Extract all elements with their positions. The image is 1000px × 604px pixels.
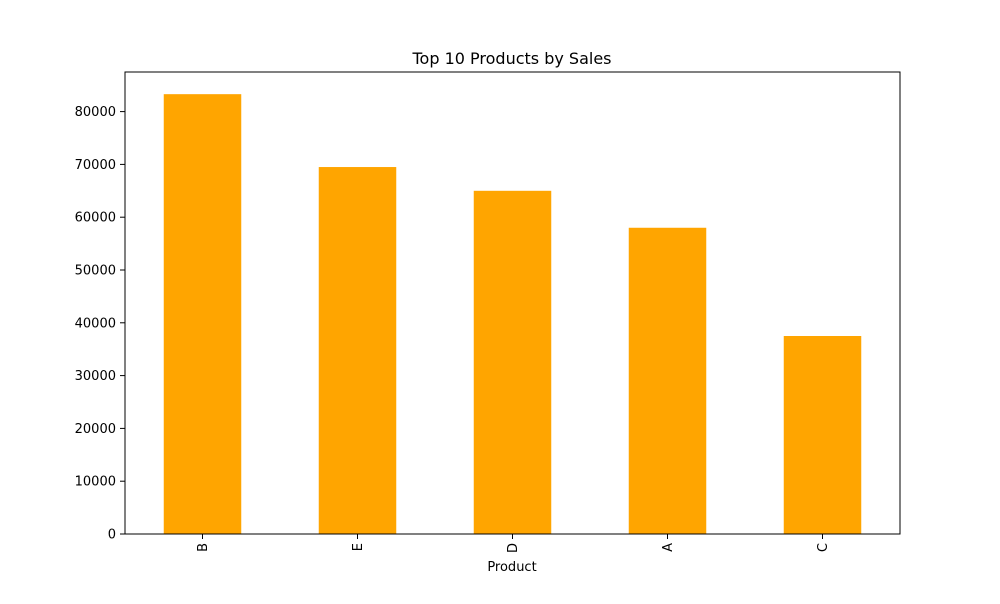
- y-tick-label: 60000: [75, 211, 116, 226]
- bar-C: [783, 336, 862, 534]
- y-tick-label: 0: [108, 528, 116, 543]
- y-tick-label: 80000: [75, 105, 116, 120]
- bar-A: [628, 227, 707, 534]
- x-tick-label-A: A: [661, 543, 676, 552]
- x-tick-label-D: D: [506, 543, 521, 553]
- y-tick-label: 40000: [75, 316, 116, 331]
- y-tick-label: 20000: [75, 422, 116, 437]
- y-tick-label: 50000: [75, 264, 116, 279]
- y-tick-label: 70000: [75, 158, 116, 173]
- bars-layer: [163, 94, 862, 535]
- bar-D: [473, 190, 552, 535]
- x-tick-label-C: C: [816, 543, 831, 552]
- bar-B: [163, 94, 242, 535]
- chart-title: Top 10 Products by Sales: [412, 49, 612, 68]
- x-axis-label: Product: [487, 560, 536, 575]
- x-tick-label-E: E: [351, 543, 366, 551]
- y-tick-label: 10000: [75, 475, 116, 490]
- x-tick-label-B: B: [196, 543, 211, 552]
- bar-E: [318, 167, 397, 535]
- plot-frame: [124, 71, 901, 535]
- y-tick-label: 30000: [75, 369, 116, 384]
- y-axis: 0 10000 20000 30000 40000 50000 60000 70000 8000…: [75, 105, 125, 543]
